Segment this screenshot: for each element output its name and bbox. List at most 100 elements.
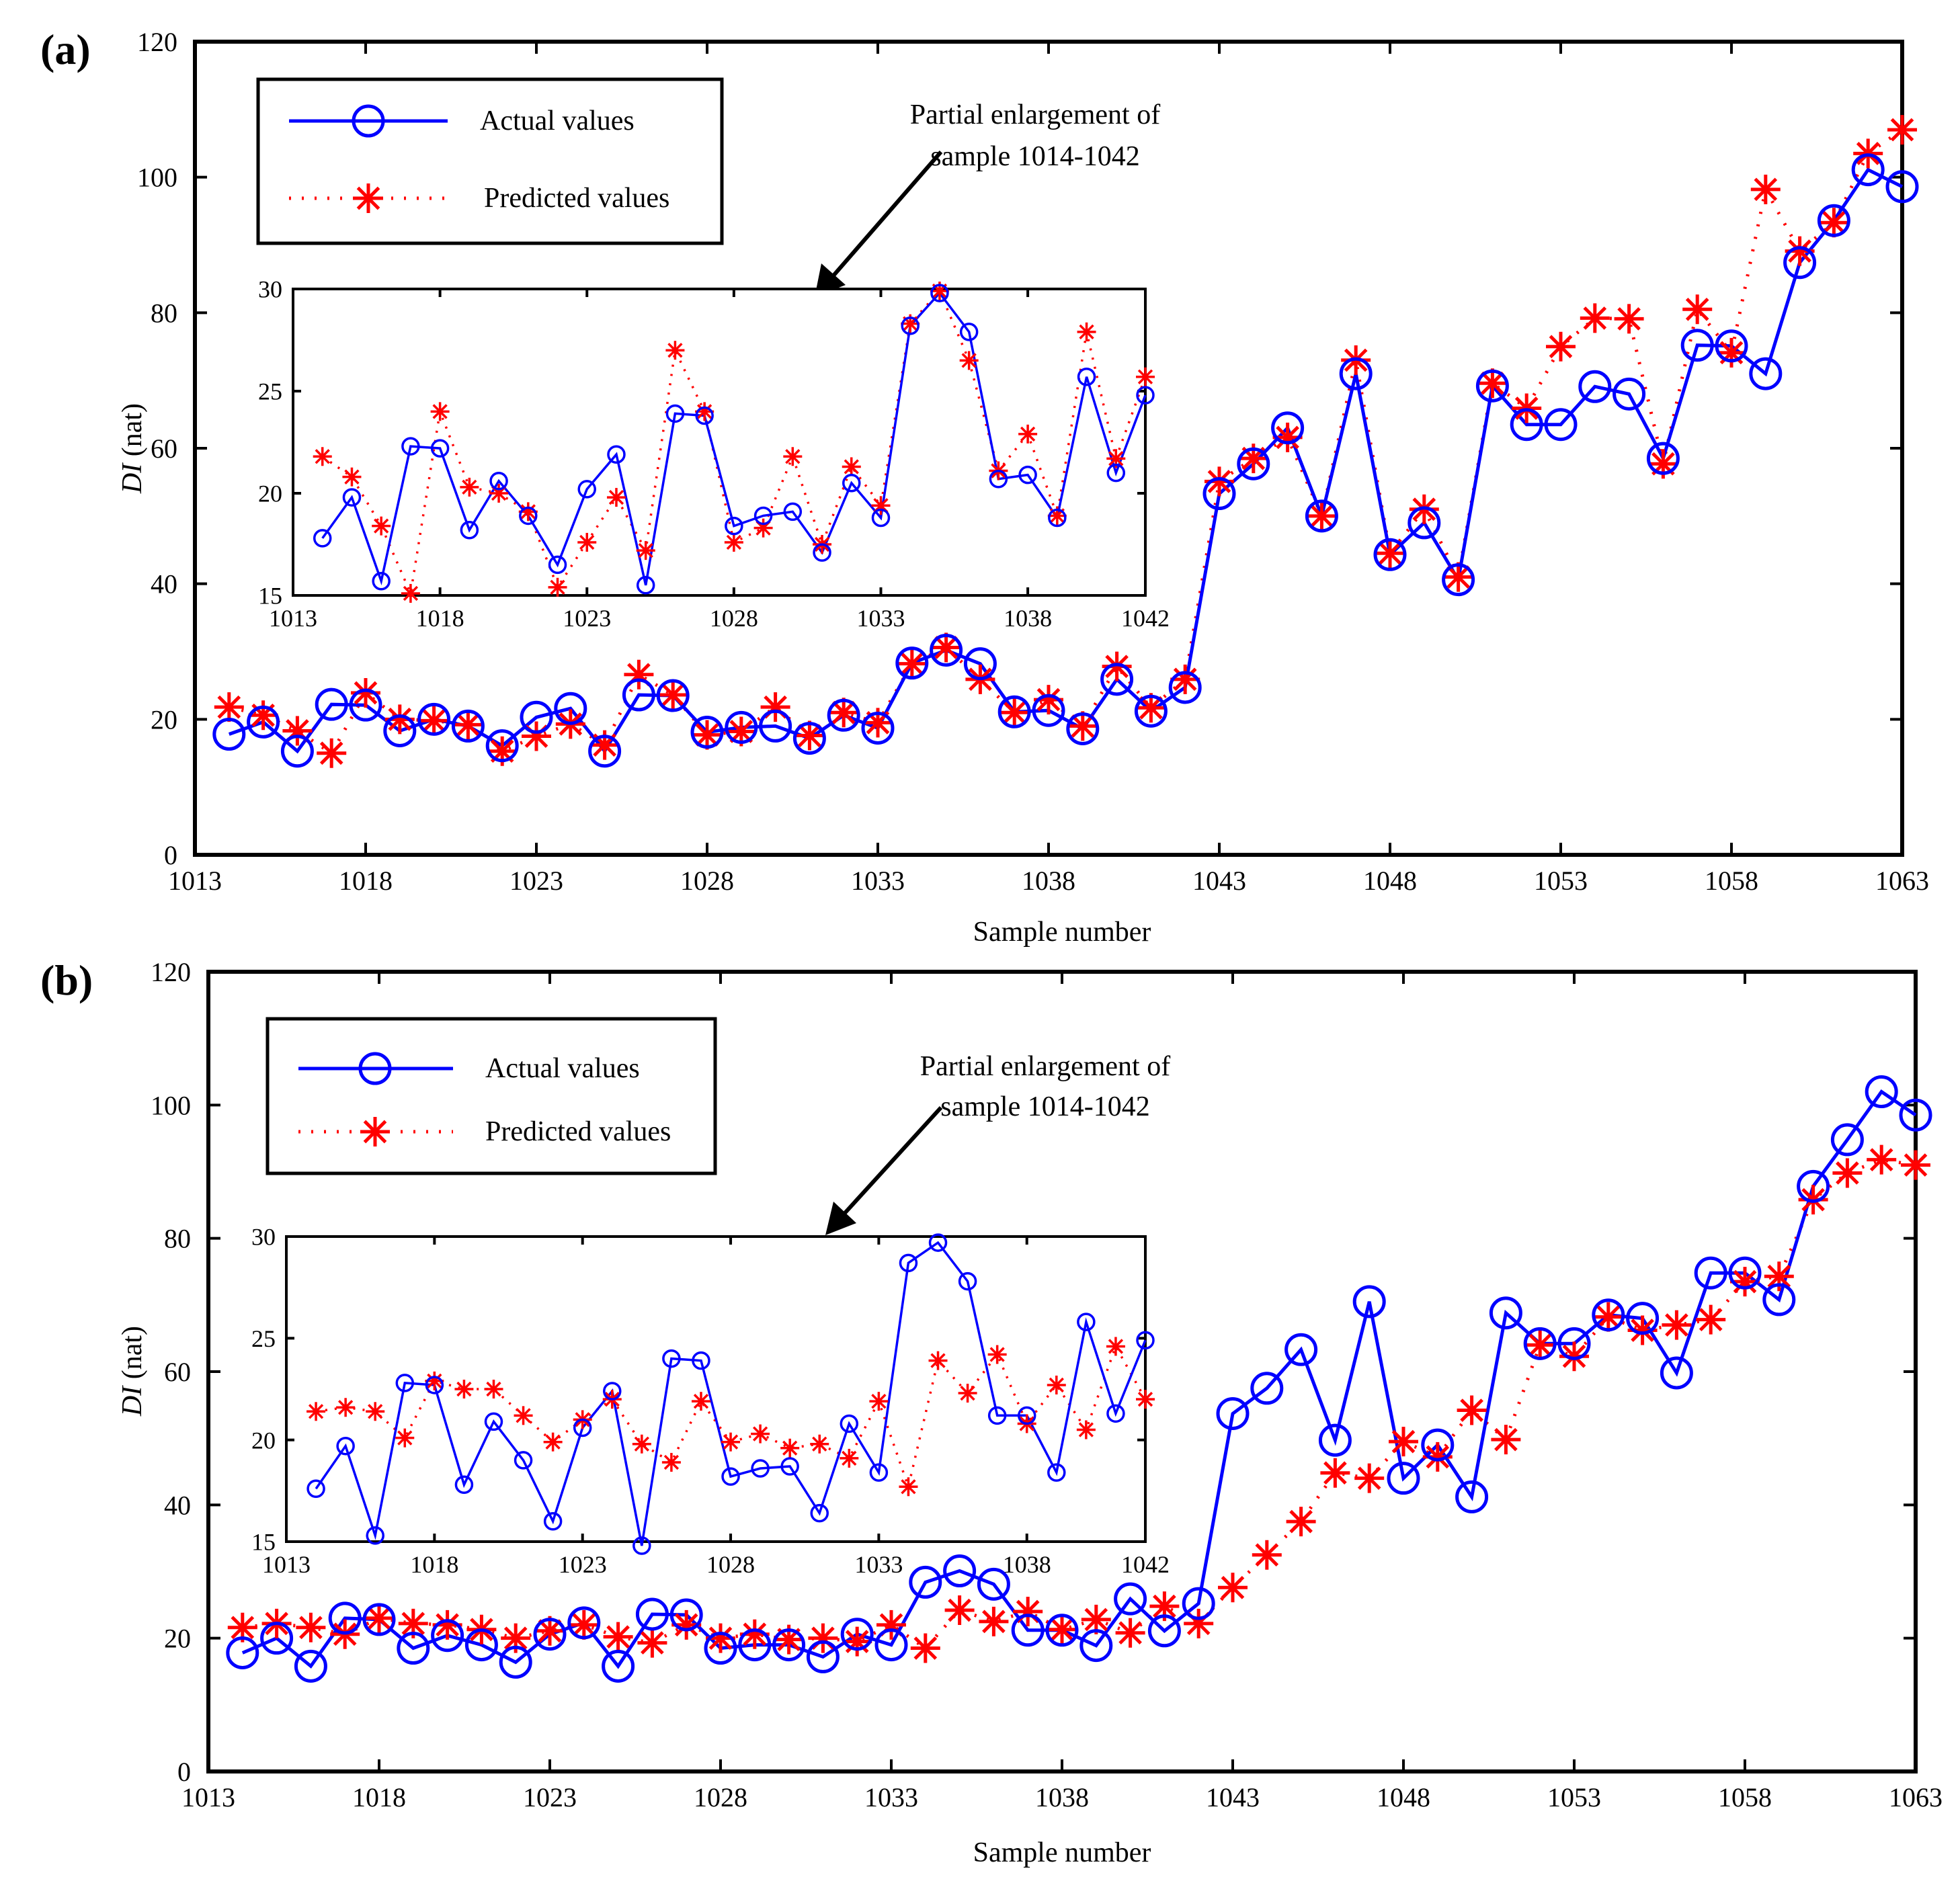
panel-b-inset-predicted-point bbox=[1136, 1390, 1155, 1409]
panel-b-inset-predicted-point-stroke bbox=[1078, 1422, 1094, 1437]
panel-a-predicted-point bbox=[829, 698, 859, 728]
panel-a-inset-predicted-point bbox=[401, 583, 420, 603]
panel-b-predicted-point-stroke bbox=[1289, 1509, 1313, 1534]
panel-a-annotation-line-2: sample 1014-1042 bbox=[930, 141, 1139, 172]
panel-b-inset-predicted-point bbox=[661, 1452, 681, 1472]
panel-b-predicted-point bbox=[1047, 1614, 1077, 1644]
panel-a-x-tick-label: 1013 bbox=[168, 866, 222, 896]
panel-b-predicted-point bbox=[1252, 1540, 1282, 1570]
panel-b-actual-point bbox=[1011, 1614, 1045, 1647]
panel-a-inset-actual-point bbox=[989, 469, 1008, 489]
panel-a-inset-actual-point bbox=[930, 284, 949, 302]
panel-a-inset-y-tick-label: 30 bbox=[258, 276, 282, 303]
panel-b-predicted-point-stroke bbox=[948, 1598, 971, 1622]
panel-b-actual-point bbox=[1523, 1327, 1557, 1360]
panel-b-predicted-point-stroke bbox=[1255, 1543, 1279, 1567]
panel-a-actual-point bbox=[212, 718, 246, 751]
panel-b-inset-predicted-point-stroke bbox=[812, 1436, 827, 1452]
panel-b-predicted-point-stroke bbox=[1221, 1575, 1245, 1599]
panel-a-predicted-point bbox=[1477, 368, 1508, 399]
panel-a-inset-actual-point bbox=[959, 323, 979, 341]
panel-b-predicted-point bbox=[364, 1603, 394, 1633]
panel-b-inset-x-tick-label: 1042 bbox=[1121, 1551, 1170, 1578]
panel-b-actual-point bbox=[328, 1601, 362, 1635]
panel-b-predicted-point-stroke bbox=[1904, 1153, 1928, 1177]
panel-b-predicted-point-stroke bbox=[606, 1625, 630, 1649]
panel-a-actual-point bbox=[280, 735, 314, 768]
panel-b-actual-line bbox=[241, 1089, 1917, 1669]
panel-a-actual-point bbox=[930, 633, 963, 667]
panel-b-predicted-point-stroke bbox=[1050, 1618, 1074, 1642]
panel-a-x-tick-label: 1033 bbox=[851, 866, 905, 896]
panel-b-actual-point bbox=[1284, 1333, 1318, 1366]
panel-b-inset-predicted-point-stroke bbox=[634, 1436, 649, 1452]
panel-a-predicted-point-stroke bbox=[1002, 700, 1026, 724]
panel-a: (a) 0 20 40 60 80 100 120 1013 1018 1023 1028 1033… bbox=[40, 26, 1929, 948]
panel-a-predicted-point bbox=[1819, 208, 1849, 238]
panel-b-actual-point bbox=[1182, 1587, 1215, 1620]
panel-a-actual-point bbox=[451, 709, 485, 743]
panel-b-actual-point bbox=[1626, 1302, 1660, 1335]
panel-b-actual-point bbox=[669, 1598, 703, 1632]
panel-b-predicted-point-stroke bbox=[1357, 1466, 1381, 1490]
panel-b-inset-predicted-point bbox=[987, 1345, 1007, 1364]
panel-a-legend-star bbox=[354, 183, 383, 213]
panel-b-inset-predicted-point-stroke bbox=[397, 1430, 413, 1446]
panel-a-inset-actual-point bbox=[665, 404, 685, 423]
panel-a-actual-point bbox=[1168, 671, 1202, 704]
panel-a-inset-predicted-point-stroke bbox=[344, 469, 360, 485]
panel-b-y-tick-label: 20 bbox=[164, 1624, 191, 1654]
panel-a-x-tick-label: 1053 bbox=[1534, 866, 1588, 896]
panel-b-predicted-point bbox=[1901, 1150, 1930, 1180]
panel-b-legend: Actual values Predicted values bbox=[266, 1017, 717, 1175]
panel-b-inset-actual-point bbox=[1017, 1406, 1036, 1425]
panel-a-inset-predicted-point-stroke bbox=[961, 353, 977, 368]
panel-a-predicted-point-stroke bbox=[1071, 714, 1095, 738]
panel-a-legend-box bbox=[256, 77, 724, 245]
panel-b-actual-point bbox=[840, 1618, 874, 1651]
panel-b-inset-predicted-point bbox=[366, 1402, 385, 1421]
panel-b-actual-point bbox=[1318, 1423, 1352, 1457]
panel-b-inset-predicted-point-stroke bbox=[930, 1353, 946, 1368]
panel-b-y-tick-label: 80 bbox=[164, 1224, 191, 1254]
panel-b-predicted-point bbox=[1218, 1573, 1248, 1603]
panel-b-inset-x-tick-label: 1018 bbox=[410, 1551, 458, 1578]
panel-b-inset-predicted-point-stroke bbox=[1108, 1339, 1124, 1354]
panel-b-predicted-point bbox=[1764, 1261, 1794, 1292]
panel-b-inset-predicted-point bbox=[840, 1448, 859, 1468]
panel-a-actual-point bbox=[1817, 204, 1850, 237]
panel-a-inset-predicted-point bbox=[313, 447, 332, 466]
panel-b-legend-actual-marker bbox=[358, 1052, 392, 1085]
panel-b-actual-point bbox=[772, 1628, 806, 1662]
panel-a-actual-point bbox=[725, 710, 758, 744]
panel-a-y-axis-title-italic: DI bbox=[117, 462, 148, 494]
panel-a-inset-predicted-point bbox=[724, 532, 743, 552]
panel-b-inset-predicted-point-stroke bbox=[308, 1404, 324, 1419]
panel-a-inset-frame bbox=[292, 288, 1147, 597]
panel-b-inset-predicted-point bbox=[721, 1432, 741, 1452]
panel-a-predicted-point bbox=[487, 736, 518, 766]
panel-a-inset-predicted-point bbox=[577, 532, 597, 552]
panel-b-actual-point bbox=[1147, 1614, 1181, 1648]
panel-b-inset-predicted-point bbox=[1106, 1337, 1125, 1356]
panel-b-y-axis-title-italic: DI bbox=[117, 1385, 148, 1417]
panel-a-predicted-point-stroke bbox=[1139, 696, 1163, 720]
panel-b-inset-predicted-point bbox=[484, 1380, 503, 1398]
panel-a-inset-predicted-point bbox=[430, 402, 450, 421]
panel-b-predicted-point bbox=[637, 1628, 667, 1658]
panel-b-x-tick-label: 1018 bbox=[352, 1782, 406, 1812]
panel-b-actual-point bbox=[635, 1597, 669, 1631]
panel-a-inset-actual-point bbox=[1106, 463, 1126, 483]
panel-b-predicted-point bbox=[603, 1622, 633, 1652]
panel-b-inset-predicted-point bbox=[1047, 1375, 1066, 1394]
panel-a-predicted-point bbox=[1102, 651, 1132, 681]
panel-b-y-tick-label: 60 bbox=[164, 1357, 191, 1387]
panel-a-predicted-point-stroke bbox=[1036, 687, 1061, 712]
panel-a-actual-point bbox=[1237, 447, 1270, 481]
panel-a-inset-x-tick-label: 1028 bbox=[710, 605, 758, 632]
panel-a-actual-point bbox=[1134, 694, 1168, 728]
panel-a-actual-point bbox=[792, 722, 826, 755]
panel-b-inset-actual-point bbox=[1136, 1331, 1155, 1350]
panel-b-predicted-point bbox=[1867, 1144, 1897, 1175]
panel-b-actual-point bbox=[431, 1619, 464, 1653]
